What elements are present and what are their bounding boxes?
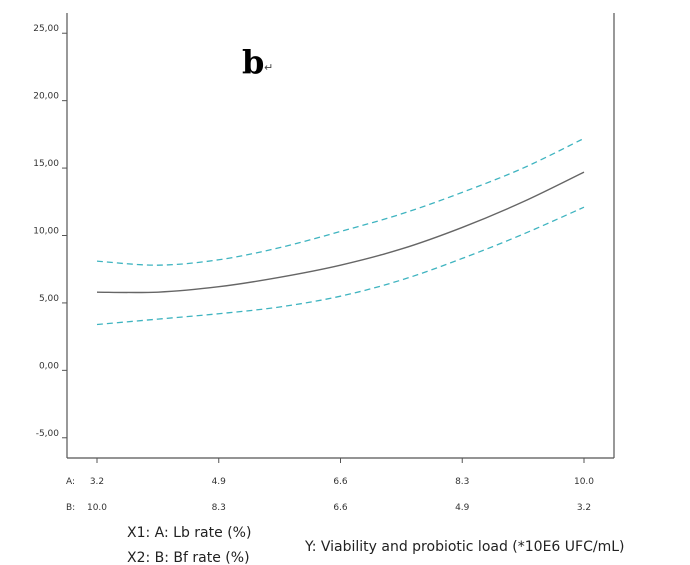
plot-frame	[66, 13, 615, 459]
x-tick-label: 4.9	[212, 477, 227, 487]
y-tick-label: 20,00	[33, 92, 59, 102]
x-tick-label: 8.3	[455, 477, 469, 487]
x-tick-label: 3.2	[577, 503, 591, 513]
upper-ci-line	[96, 137, 585, 266]
y-tick-label: -5,00	[36, 429, 60, 439]
y-tick-label: 5,00	[39, 294, 59, 304]
y-axis-label: Y: Viability and probiotic load (*10E6 U…	[304, 539, 624, 555]
x-row-label: B:	[66, 503, 75, 513]
prediction-line	[96, 171, 585, 294]
y-axis-ticks: 25,00 20,00 15,00 10,00 5,00 0,00 -5,00	[33, 24, 67, 439]
y-tick-label: 15,00	[33, 159, 59, 169]
x-axis-ticks: A: 3.2 4.9 6.6 8.3 10.0 B: 10.0 8.3 6.6 4.9 3.2	[66, 458, 594, 513]
panel-label-mark: ↵	[264, 61, 273, 74]
lower-ci-line	[96, 206, 585, 326]
x-tick-label: 6.6	[333, 477, 348, 487]
panel-label: b	[242, 43, 264, 81]
x2-axis-label: X2: B: Bf rate (%)	[127, 550, 250, 565]
x-tick-label: 3.2	[90, 477, 104, 487]
y-tick-label: 25,00	[33, 24, 59, 34]
y-tick-label: 0,00	[39, 361, 59, 371]
x-row-label: A:	[66, 477, 75, 487]
series-lines	[96, 137, 585, 326]
x-tick-label: 4.9	[455, 503, 470, 513]
x1-axis-label: X1: A: Lb rate (%)	[127, 525, 251, 541]
y-tick-label: 10,00	[33, 227, 59, 237]
x-tick-label: 10.0	[87, 503, 107, 513]
x-tick-label: 10.0	[574, 477, 594, 487]
x-tick-label: 6.6	[333, 503, 348, 513]
x-tick-label: 8.3	[212, 503, 226, 513]
